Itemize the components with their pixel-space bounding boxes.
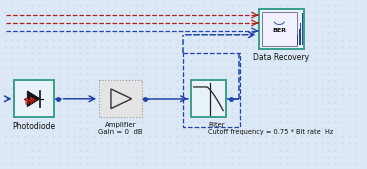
Bar xyxy=(302,13,303,45)
Text: Filter
Cutoff frequency = 0.75 * Bit rate  Hz: Filter Cutoff frequency = 0.75 * Bit rat… xyxy=(208,122,334,135)
Bar xyxy=(99,80,142,117)
Bar xyxy=(299,29,300,45)
Bar xyxy=(300,23,301,45)
Bar xyxy=(183,54,240,127)
Polygon shape xyxy=(27,91,40,107)
Text: BER: BER xyxy=(272,28,286,33)
Bar xyxy=(191,80,226,117)
Text: Photodiode: Photodiode xyxy=(12,122,56,131)
Text: Amplifier
Gain = 0  dB: Amplifier Gain = 0 dB xyxy=(98,122,143,135)
Bar xyxy=(262,12,297,46)
Bar xyxy=(14,80,54,117)
Bar xyxy=(297,35,298,45)
Text: Data Recovery: Data Recovery xyxy=(253,53,309,62)
Bar xyxy=(259,9,304,49)
